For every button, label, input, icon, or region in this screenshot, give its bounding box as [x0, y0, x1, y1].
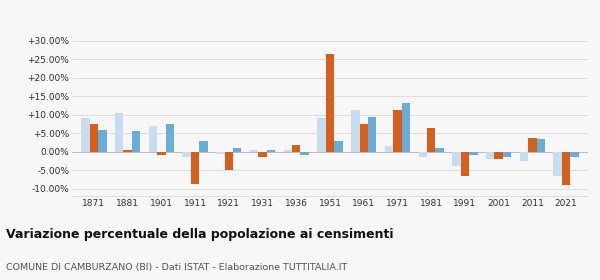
Bar: [233, 148, 241, 152]
Bar: [351, 110, 359, 152]
Bar: [393, 110, 401, 152]
Bar: [115, 113, 124, 152]
Bar: [81, 118, 90, 152]
Bar: [157, 152, 166, 155]
Bar: [452, 152, 461, 167]
Bar: [292, 145, 301, 152]
Bar: [326, 54, 334, 152]
Bar: [494, 152, 503, 159]
Bar: [385, 146, 393, 152]
Bar: [166, 124, 174, 152]
Bar: [359, 124, 368, 152]
Bar: [259, 152, 267, 157]
Bar: [520, 152, 528, 161]
Bar: [90, 124, 98, 152]
Bar: [368, 117, 376, 152]
Bar: [570, 152, 579, 157]
Bar: [224, 152, 233, 170]
Bar: [528, 138, 536, 152]
Text: Variazione percentuale della popolazione ai censimenti: Variazione percentuale della popolazione…: [6, 228, 394, 241]
Bar: [149, 126, 157, 152]
Bar: [503, 152, 511, 157]
Bar: [536, 139, 545, 152]
Bar: [216, 152, 224, 153]
Bar: [301, 152, 309, 155]
Bar: [334, 141, 343, 152]
Bar: [132, 131, 140, 152]
Bar: [317, 118, 326, 152]
Bar: [436, 148, 444, 152]
Bar: [191, 152, 199, 184]
Bar: [427, 129, 436, 152]
Bar: [98, 130, 107, 152]
Bar: [267, 150, 275, 152]
Bar: [199, 141, 208, 152]
Bar: [124, 150, 132, 152]
Bar: [469, 152, 478, 155]
Bar: [553, 152, 562, 176]
Bar: [461, 152, 469, 176]
Bar: [562, 152, 570, 185]
Bar: [250, 150, 259, 152]
Bar: [486, 152, 494, 159]
Bar: [284, 150, 292, 152]
Text: COMUNE DI CAMBURZANO (BI) - Dati ISTAT - Elaborazione TUTTITALIA.IT: COMUNE DI CAMBURZANO (BI) - Dati ISTAT -…: [6, 263, 347, 272]
Bar: [182, 152, 191, 157]
Bar: [401, 103, 410, 152]
Bar: [419, 152, 427, 157]
